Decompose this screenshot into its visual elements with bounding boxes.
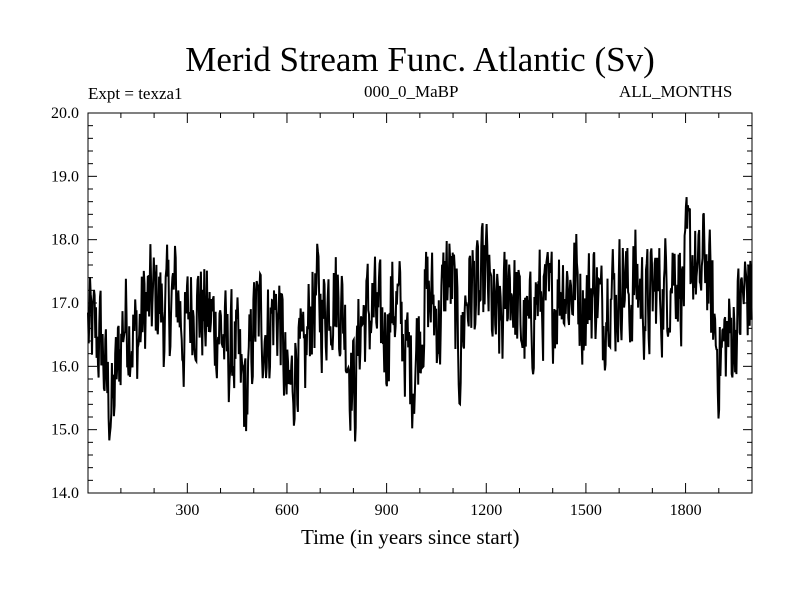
x-axis-label: Time (in years since start): [301, 525, 520, 549]
series-line: [87, 197, 753, 442]
x-tick-label: 900: [375, 502, 399, 519]
y-tick-label: 18.0: [51, 232, 79, 249]
chart-title: Merid Stream Func. Atlantic (Sv): [185, 40, 655, 79]
experiment-label: Expt = texza1: [88, 84, 183, 103]
period-label: 000_0_MaBP: [364, 82, 459, 101]
x-tick-label: 300: [175, 502, 199, 519]
x-tick-label: 600: [275, 502, 299, 519]
y-tick-label: 17.0: [51, 295, 79, 312]
x-tick-label: 1800: [670, 502, 702, 519]
y-tick-label: 15.0: [51, 422, 79, 439]
y-tick-label: 19.0: [51, 168, 79, 185]
y-tick-label: 14.0: [51, 485, 79, 502]
x-tick-label: 1200: [470, 502, 502, 519]
months-label: ALL_MONTHS: [619, 82, 733, 101]
x-tick-label: 1500: [570, 502, 602, 519]
y-tick-label: 20.0: [51, 105, 79, 122]
y-tick-label: 16.0: [51, 358, 79, 375]
